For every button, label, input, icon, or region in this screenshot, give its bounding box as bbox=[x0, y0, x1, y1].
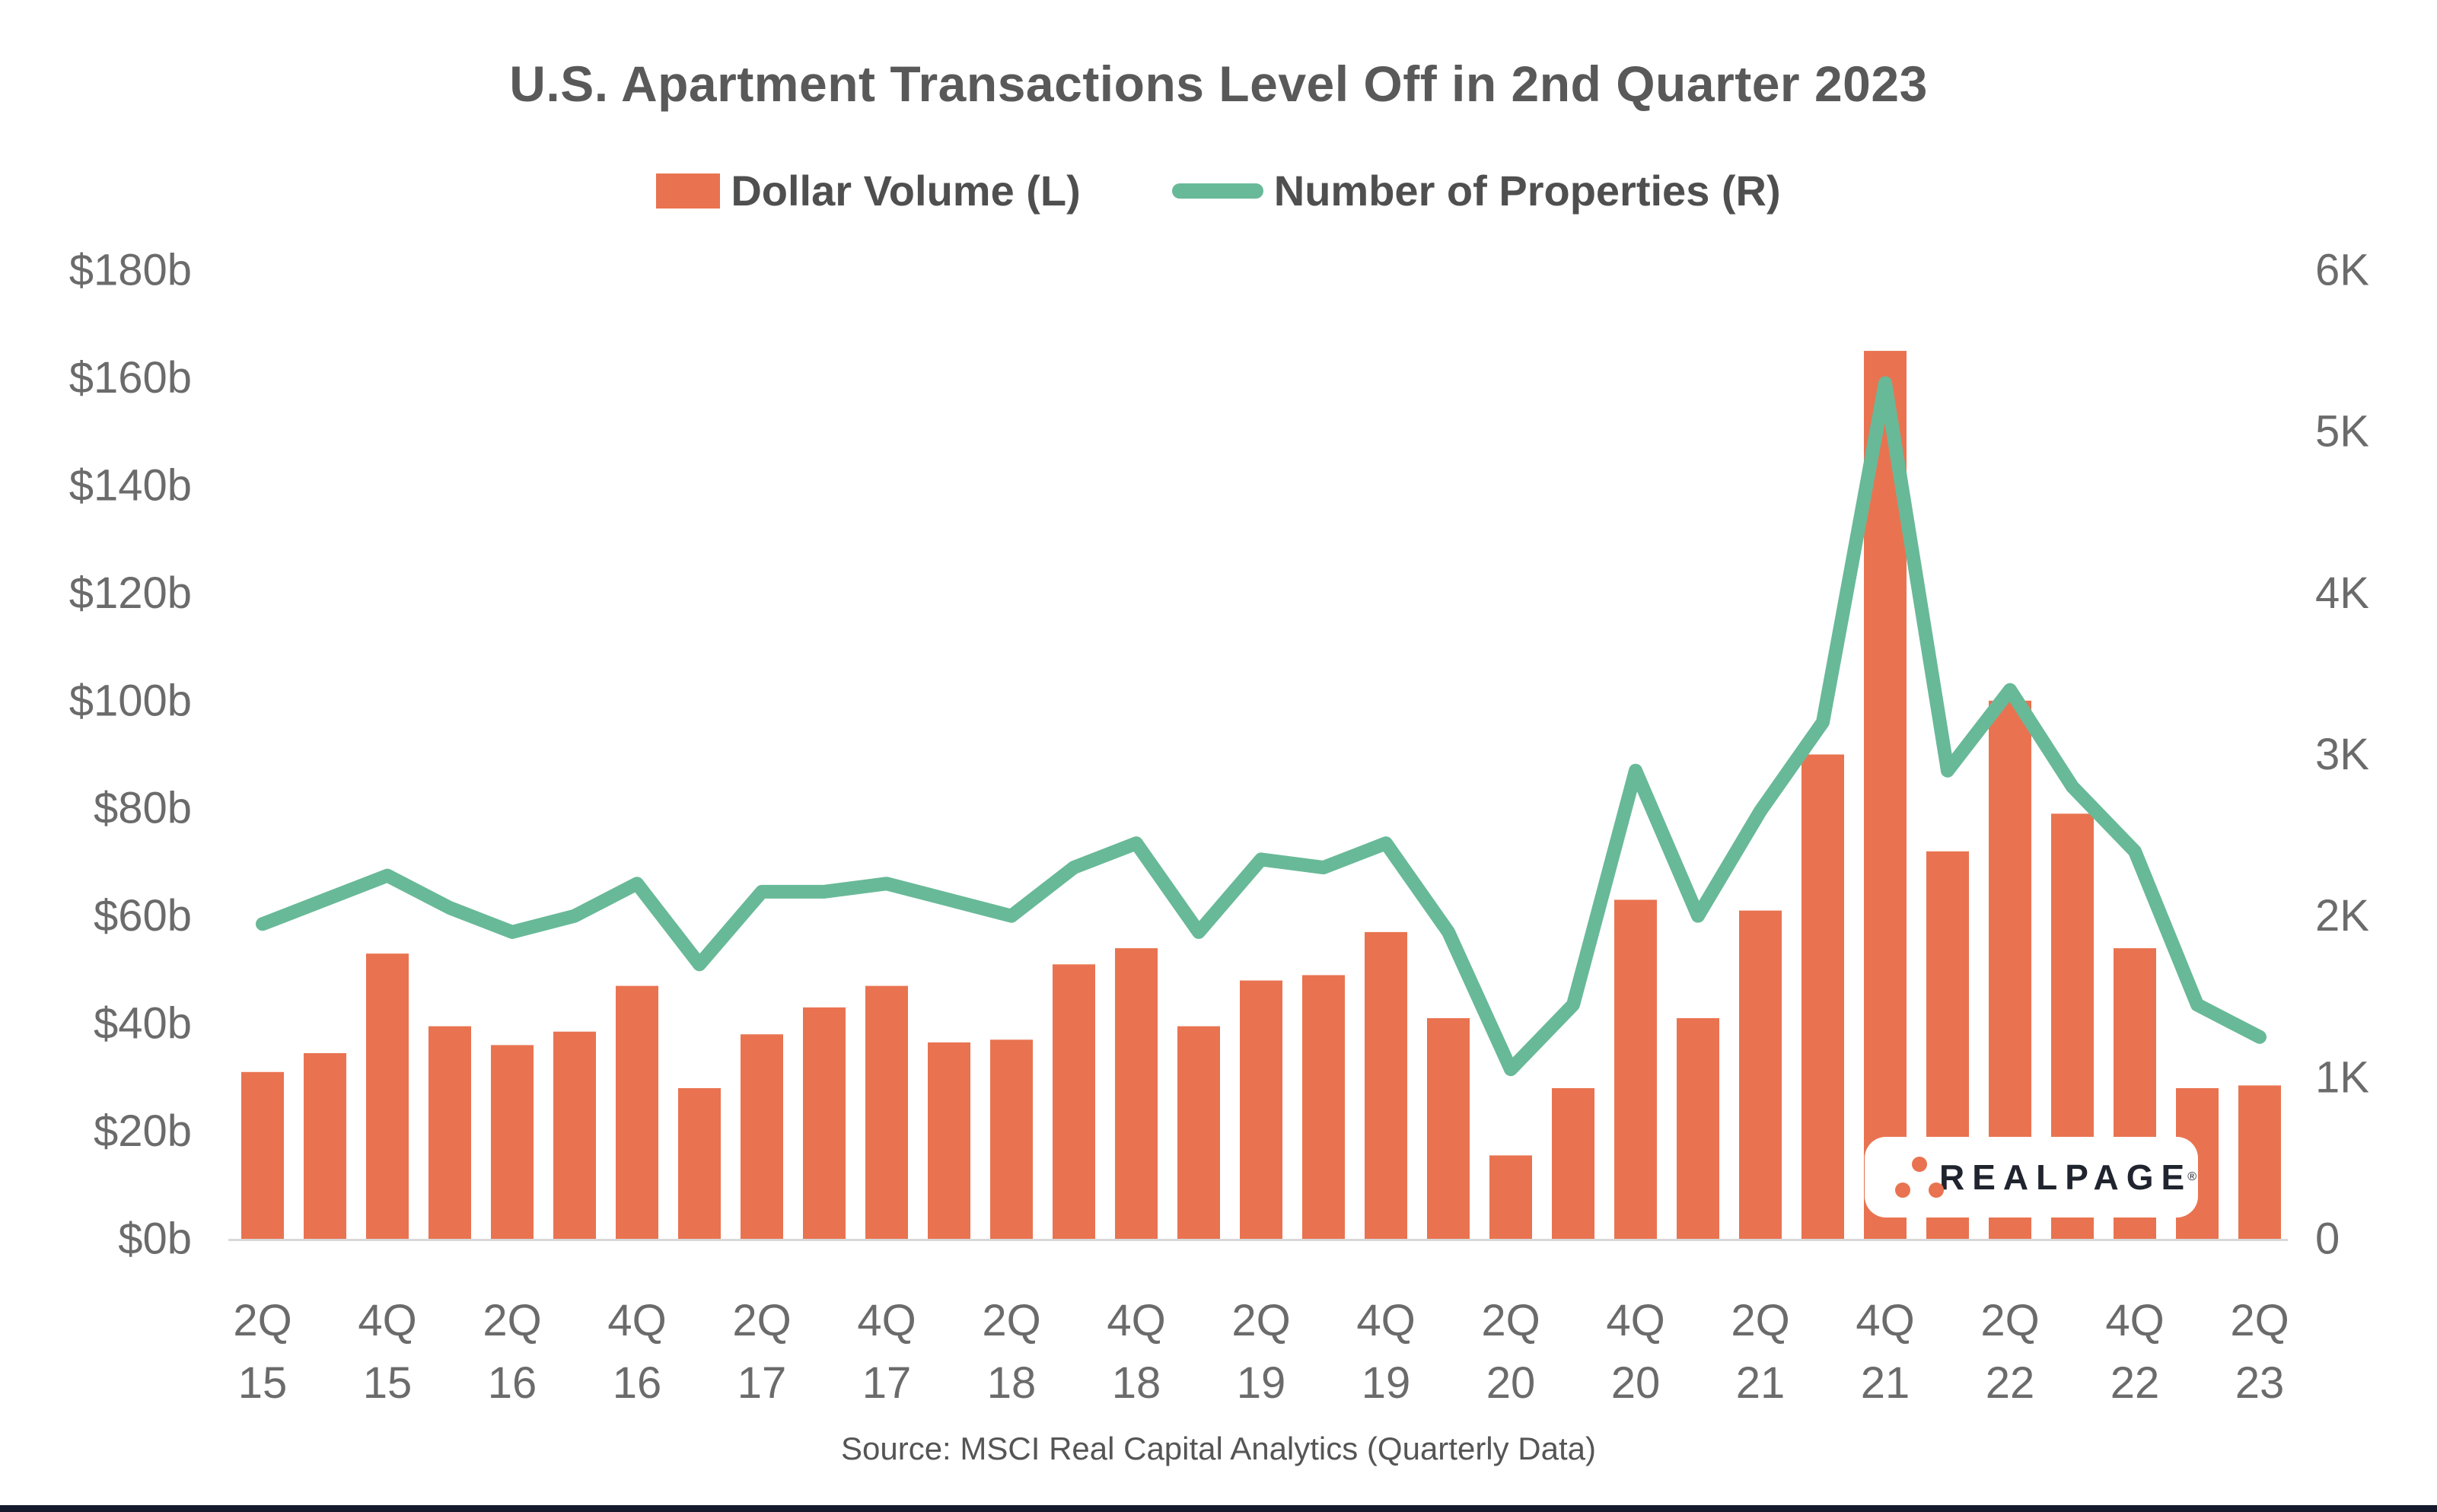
x-axis-tick-2Q17: 2Q 17 bbox=[732, 1296, 791, 1408]
x-axis-tick-4Q17: 4Q 17 bbox=[857, 1296, 916, 1408]
bar-2Q21 bbox=[1739, 910, 1782, 1239]
x-axis-tick-4Q22: 4Q 22 bbox=[2105, 1296, 2164, 1408]
line-swatch-icon bbox=[1171, 183, 1263, 199]
left-axis-tick-$160b: $160b bbox=[69, 353, 192, 403]
x-axis-tick-4Q20: 4Q 20 bbox=[1606, 1296, 1664, 1408]
bar-4Q19 bbox=[1365, 931, 1407, 1239]
bar-4Q20 bbox=[1614, 899, 1657, 1239]
x-axis-tick-4Q19: 4Q 19 bbox=[1356, 1296, 1415, 1408]
left-axis-tick-$120b: $120b bbox=[69, 568, 192, 618]
x-axis-tick-2Q15: 2Q 15 bbox=[233, 1296, 291, 1408]
realpage-logo-text: REALPAGE bbox=[1939, 1157, 2193, 1197]
bar-2Q15 bbox=[241, 1071, 284, 1239]
right-axis-tick-4K: 4K bbox=[2315, 568, 2369, 618]
bar-4Q15 bbox=[366, 953, 409, 1239]
bar-1Q19 bbox=[1177, 1026, 1220, 1239]
bar-4Q16 bbox=[616, 985, 658, 1239]
bar-3Q18 bbox=[1053, 964, 1095, 1239]
bar-1Q16 bbox=[428, 1026, 471, 1239]
x-axis-tick-2Q22: 2Q 22 bbox=[1980, 1296, 2039, 1408]
x-axis-tick-4Q15: 4Q 15 bbox=[358, 1296, 416, 1408]
right-axis-tick-5K: 5K bbox=[2315, 407, 2369, 457]
left-axis-tick-$140b: $140b bbox=[69, 460, 192, 510]
x-axis-tick-2Q18: 2Q 18 bbox=[982, 1296, 1040, 1408]
right-axis-tick-2K: 2K bbox=[2315, 891, 2369, 941]
bar-1Q21 bbox=[1677, 1018, 1719, 1239]
bar-3Q21 bbox=[1801, 754, 1844, 1239]
bar-2Q20 bbox=[1489, 1155, 1532, 1239]
right-axis-tick-0: 0 bbox=[2315, 1214, 2340, 1264]
bar-3Q20 bbox=[1552, 1087, 1594, 1239]
bar-1Q20 bbox=[1427, 1018, 1470, 1239]
legend-item-dollar-volume: Dollar Volume (L) bbox=[656, 166, 1081, 215]
bar-1Q17 bbox=[678, 1087, 721, 1239]
legend-label-number-of-properties: Number of Properties (R) bbox=[1273, 167, 1781, 215]
number-of-properties-line bbox=[256, 376, 2267, 1077]
x-axis-tick-2Q20: 2Q 20 bbox=[1481, 1296, 1540, 1408]
bar-2Q16 bbox=[491, 1045, 534, 1239]
right-axis-tick-6K: 6K bbox=[2315, 246, 2369, 295]
x-axis-tick-4Q18: 4Q 18 bbox=[1107, 1296, 1165, 1408]
left-axis-tick-$100b: $100b bbox=[69, 676, 192, 725]
registered-mark: ® bbox=[2187, 1170, 2196, 1183]
legend-label-dollar-volume: Dollar Volume (L) bbox=[731, 167, 1081, 215]
bar-3Q15 bbox=[304, 1053, 346, 1239]
x-axis-tick-2Q19: 2Q 19 bbox=[1231, 1296, 1290, 1408]
bar-2Q23 bbox=[2238, 1085, 2281, 1239]
bar-2Q17 bbox=[741, 1034, 783, 1239]
bar-2Q18 bbox=[990, 1039, 1033, 1239]
chart-title: U.S. Apartment Transactions Level Off in… bbox=[509, 56, 1928, 112]
x-axis-tick-4Q21: 4Q 21 bbox=[1856, 1296, 1914, 1408]
x-axis-line bbox=[228, 1239, 2288, 1241]
bar-4Q17 bbox=[865, 985, 908, 1239]
bar-swatch-icon bbox=[656, 173, 721, 208]
left-axis-tick-$180b: $180b bbox=[69, 246, 192, 295]
legend-item-number-of-properties: Number of Properties (R) bbox=[1171, 166, 1781, 215]
left-axis-tick-$0b: $0b bbox=[118, 1214, 192, 1264]
source-note: Source: MSCI Real Capital Analytics (Qua… bbox=[840, 1431, 1597, 1466]
x-axis-tick-2Q23: 2Q 23 bbox=[2230, 1296, 2289, 1408]
left-axis-tick-$20b: $20b bbox=[94, 1106, 192, 1156]
bar-3Q19 bbox=[1302, 975, 1345, 1239]
realpage-logo: REALPAGE ® bbox=[1866, 1138, 2196, 1216]
bar-1Q18 bbox=[928, 1042, 970, 1239]
left-axis-tick-$80b: $80b bbox=[94, 784, 192, 833]
right-axis-tick-1K: 1K bbox=[2315, 1052, 2369, 1102]
x-axis-tick-4Q16: 4Q 16 bbox=[607, 1296, 666, 1408]
right-axis-tick-3K: 3K bbox=[2315, 730, 2369, 779]
bar-3Q16 bbox=[553, 1031, 596, 1239]
x-axis-tick-2Q16: 2Q 16 bbox=[483, 1296, 541, 1408]
left-axis-tick-$60b: $60b bbox=[94, 891, 192, 941]
left-axis-tick-$40b: $40b bbox=[94, 999, 192, 1049]
realpage-dots-icon bbox=[1866, 1138, 1944, 1216]
bottom-accent-strip bbox=[0, 1505, 2437, 1512]
chart-legend: Dollar Volume (L) Number of Properties (… bbox=[0, 166, 2437, 215]
x-axis-tick-2Q21: 2Q 21 bbox=[1731, 1296, 1789, 1408]
bar-3Q17 bbox=[803, 1007, 846, 1239]
bar-4Q18 bbox=[1115, 948, 1158, 1239]
bar-2Q19 bbox=[1240, 980, 1282, 1239]
